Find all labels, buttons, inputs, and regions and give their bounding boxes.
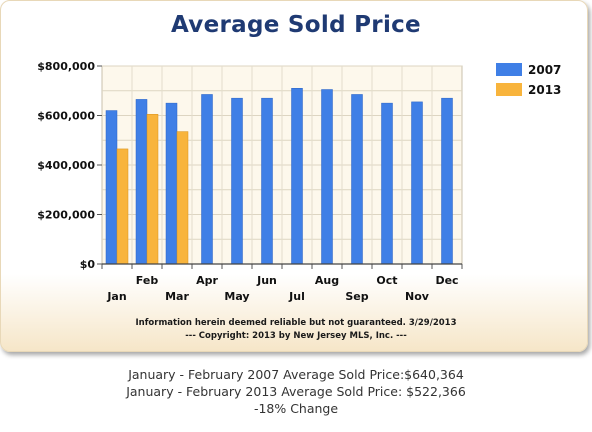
legend-swatch-2013 <box>496 83 522 96</box>
x-tick-label-jun: Jun <box>256 274 277 287</box>
disclaimer-note: Information herein deemed reliable but n… <box>135 318 457 328</box>
bar-2007-dec <box>441 97 453 265</box>
bar-2007-may <box>231 97 243 265</box>
bar-2007-sep <box>351 94 363 265</box>
x-tick-label-may: May <box>224 290 249 303</box>
bar-2007-nov <box>411 101 423 265</box>
x-tick-label-oct: Oct <box>376 274 397 287</box>
x-tick-label-nov: Nov <box>405 290 430 303</box>
x-tick-label-jan: Jan <box>106 290 126 303</box>
bar-2007-aug <box>321 89 333 265</box>
y-tick-label: $400,000 <box>37 159 95 172</box>
bar-2007-apr <box>201 94 213 265</box>
y-tick-label: $200,000 <box>37 209 95 222</box>
x-tick-label-sep: Sep <box>345 290 368 303</box>
summary-change: -18% Change <box>253 401 339 416</box>
legend-label-2013: 2013 <box>528 83 561 97</box>
y-tick-label: $800,000 <box>37 60 95 73</box>
legend-swatch-2007 <box>496 63 522 76</box>
x-tick-label-aug: Aug <box>315 274 339 287</box>
chart-title: Average Sold Price <box>171 12 421 38</box>
bar-2007-mar <box>165 102 178 265</box>
bar-2007-jan <box>105 110 118 265</box>
bar-2013-jan <box>116 148 129 265</box>
x-tick-label-mar: Mar <box>165 290 189 303</box>
x-tick-label-dec: Dec <box>435 274 458 287</box>
bar-2007-jul <box>291 88 303 265</box>
x-tick-label-feb: Feb <box>136 274 159 287</box>
bar-2013-mar <box>176 131 189 265</box>
summary-2013: January - February 2013 Average Sold Pri… <box>126 384 466 399</box>
x-tick-label-jul: Jul <box>288 290 305 303</box>
bar-2007-feb <box>135 99 148 265</box>
bar-2007-oct <box>381 102 393 265</box>
y-tick-label: $0 <box>80 258 96 271</box>
legend-label-2007: 2007 <box>528 63 561 77</box>
y-tick-label: $600,000 <box>37 110 95 123</box>
x-tick-label-apr: Apr <box>196 274 218 287</box>
bar-2013-feb <box>146 114 159 265</box>
bar-2007-jun <box>261 97 273 265</box>
copyright-note: --- Copyright: 2013 by New Jersey MLS, I… <box>185 331 407 341</box>
summary-2007: January - February 2007 Average Sold Pri… <box>128 367 464 382</box>
bar-chart: $0 $200,000 $400,000 $600,000 $800,000 Jan Feb… <box>37 60 561 303</box>
